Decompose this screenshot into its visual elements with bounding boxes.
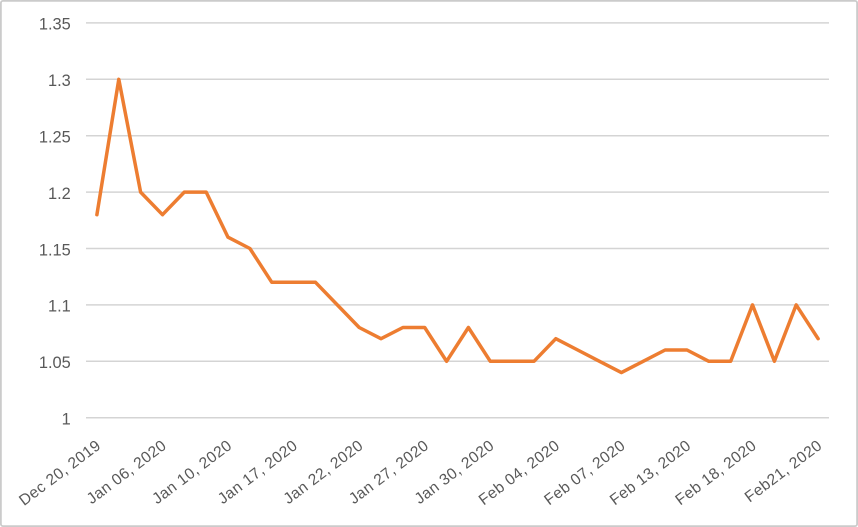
svg-text:1.05: 1.05 bbox=[39, 354, 71, 372]
svg-text:1: 1 bbox=[62, 411, 71, 429]
svg-text:1.3: 1.3 bbox=[48, 72, 71, 90]
svg-text:1.35: 1.35 bbox=[39, 16, 71, 34]
svg-text:1.1: 1.1 bbox=[48, 298, 71, 316]
svg-text:1.25: 1.25 bbox=[39, 129, 71, 147]
svg-text:1.15: 1.15 bbox=[39, 241, 71, 259]
svg-text:1.2: 1.2 bbox=[48, 185, 71, 203]
